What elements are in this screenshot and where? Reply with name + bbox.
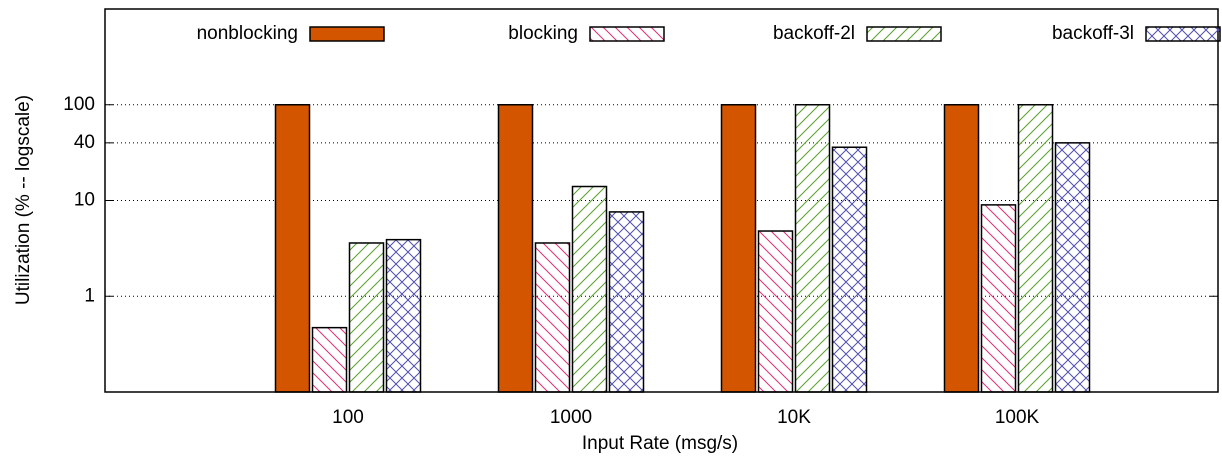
legend-swatch [1145, 26, 1221, 42]
legend-label: backoff-3l [1052, 23, 1134, 44]
y-tick-label: 100 [63, 94, 95, 115]
bar [794, 104, 831, 393]
bar [534, 242, 571, 393]
bar [311, 326, 348, 393]
x-axis-label: Input Rate (msg/s) [582, 433, 738, 454]
x-tick-label: 100K [995, 407, 1040, 428]
bar [608, 211, 645, 393]
legend-swatch [309, 26, 385, 42]
legend-label: nonblocking [197, 23, 298, 44]
plot-frame [104, 8, 1219, 393]
bar [385, 238, 422, 393]
y-tick-label: 40 [74, 132, 95, 153]
bar [1017, 104, 1054, 393]
legend-label: blocking [508, 23, 578, 44]
bar [348, 242, 385, 393]
y-axis-label: Utilization (% -- logscale) [13, 95, 34, 305]
bar [720, 104, 757, 393]
bar [980, 204, 1017, 393]
legend-label: backoff-2l [773, 23, 855, 44]
bar [497, 104, 534, 393]
bar [757, 230, 794, 393]
legend-swatch [589, 26, 665, 42]
legend-swatch [866, 26, 942, 42]
x-tick-label: 1000 [550, 407, 592, 428]
bar [274, 104, 311, 393]
y-tick-label: 1 [84, 285, 95, 306]
x-tick-label: 100 [332, 407, 364, 428]
bar [571, 185, 608, 393]
y-tick-label: 10 [74, 190, 95, 211]
bar [943, 104, 980, 393]
bar [1054, 142, 1091, 393]
bar [831, 146, 868, 393]
x-tick-label: 10K [777, 407, 811, 428]
